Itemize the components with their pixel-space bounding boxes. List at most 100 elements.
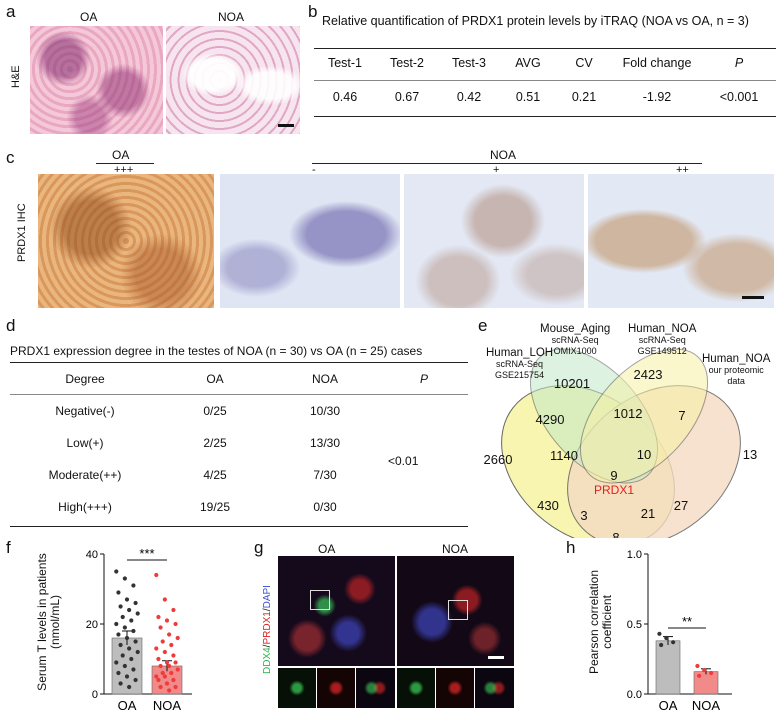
chart-f-data-point [154,646,159,651]
chart-f-data-point [162,674,167,679]
venn-label-name: Mouse_Aging [540,323,611,335]
chart-f-data-point [156,656,161,662]
venn-label-sub: GSE215754 [495,370,545,380]
chart-f-significance-label: *** [139,546,154,561]
chart-f-data-point [129,656,134,662]
itraq-value-cell: -1.92 [642,90,672,104]
venn-label-human-loh: Human_LOH scRNA-Seq GSE215754 [486,347,554,381]
chart-h-y-tick-label: 1.0 [627,549,642,561]
venn-label-sub: GSE149512 [637,346,687,356]
ihc-noa-label: NOA [490,148,517,162]
itraq-header-cell: P [734,56,744,70]
ihc-oa-label: OA [112,148,130,162]
chart-f-data-point [124,635,130,641]
chart-f-data-point [173,621,178,627]
degree-table-rule-top [10,362,468,363]
venn-label-human-noa-scrna: Human_NOA scRNA-Seq GSE149512 [628,323,697,357]
venn-label-name: Human_LOH [486,347,554,359]
venn-count: 2660 [484,452,513,467]
if-noa-label: NOA [442,542,469,556]
chart-f-data-point [164,660,170,665]
venn-count: 9 [610,468,617,483]
chart-h-bar [655,640,681,695]
venn-label-sub: data [727,376,745,386]
chart-f-data-point [171,677,176,683]
if-oa-zoom-red [317,668,355,708]
itraq-table-rule-mid [314,80,776,81]
chart-f-y-tick-label: 20 [86,619,98,631]
chart-h-data-point [659,642,664,648]
chart-f-bar [111,637,143,695]
degree-table-title: PRDX1 expression degree in the testes of… [10,344,423,358]
chart-h-data-point [697,673,702,678]
itraq-table-rule-bottom [314,116,776,117]
chart-f-data-point [154,572,159,578]
if-noa-zoom-red [436,668,474,708]
panel-label-b: b [308,2,318,21]
chart-f-data-point [167,663,172,669]
degree-cell: 13/30 [309,436,341,450]
chart-f-data-point [133,677,138,683]
degree-cell: 0/25 [203,404,227,418]
ihc-noa-negative-image [220,174,400,308]
table-row: High(+++) 19/25 0/30 [10,500,380,532]
venn-label-sub: our proteomic [708,365,764,375]
venn-label-name: Human_NOA [628,323,697,335]
he-oa-label: OA [80,10,98,24]
chart-f-data-point [122,663,127,669]
venn-count: 2423 [634,367,663,382]
chart-f-data-point [133,639,138,644]
chart-h-data-point [702,668,707,673]
panel-label-e: e [478,316,488,335]
chart-f-data-point [116,670,121,676]
itraq-value-row: 0.46 0.67 0.42 0.51 0.21 -1.92 <0.001 [314,90,776,104]
chart-h-ylabel: Pearson correlation coefficient [587,548,618,696]
chart-f-data-point [120,653,125,658]
chart-f-data-point [114,621,119,627]
panel-label-h: h [566,538,576,557]
he-noa-image [166,26,300,134]
chart-f-data-point [160,670,165,676]
chart-f-data-point [171,607,176,613]
chart-f-data-point [169,642,174,648]
chart-f-data-point [158,663,163,669]
chart-f-data-point [116,590,121,595]
degree-cell: 10/30 [309,404,341,418]
ihc-noa-moderate-image [588,174,774,308]
chart-f-data-point [122,625,127,630]
itraq-header-cell: AVG [515,56,541,70]
chart-f-data-point [160,639,165,644]
chart-f-data-point [162,597,167,602]
chart-f-data-point [156,614,161,620]
panel-label-f: f [6,538,11,557]
degree-header-cell: NOA [311,372,338,386]
table-row: Negative(-) 0/25 10/30 [10,404,380,436]
chart-f-data-point [164,618,170,623]
if-oa-label: OA [318,542,336,556]
chart-f-ylabel-line2: (nmol/mL) [48,595,62,650]
degree-cell: Negative(-) [55,404,115,418]
chart-f-x-tick-label: OA [118,698,137,712]
degree-cell: Moderate(++) [48,468,122,482]
venn-count: 1012 [614,406,643,421]
itraq-header-row: Test-1 Test-2 Test-3 AVG CV Fold change … [314,56,776,70]
chart-f-data-point [131,628,136,634]
chart-f-data-point [135,649,140,655]
if-noa-zoom-box [448,600,468,620]
degree-table-rule-bottom [10,526,468,527]
chart-f-data-point [164,681,170,686]
venn-count: 8 [612,530,619,538]
degree-cell: 0/30 [313,500,337,514]
chart-f-data-point [118,642,123,648]
itraq-value-cell: 0.67 [394,90,420,104]
degree-cell: 19/25 [199,500,231,514]
if-oa-zoom-green [278,668,316,708]
degree-header-row: Degree OA NOA P [10,372,468,386]
chart-f-data-point [162,649,167,655]
venn-count: 21 [641,506,655,521]
degree-p-value: <0.01 [388,454,419,468]
venn-label-mouse-aging: Mouse_Aging scRNA-Seq OMIX1000 [540,323,611,357]
he-oa-image [30,26,163,134]
venn-label-sub: scRNA-Seq [551,335,599,345]
venn-count: 7 [678,408,685,423]
